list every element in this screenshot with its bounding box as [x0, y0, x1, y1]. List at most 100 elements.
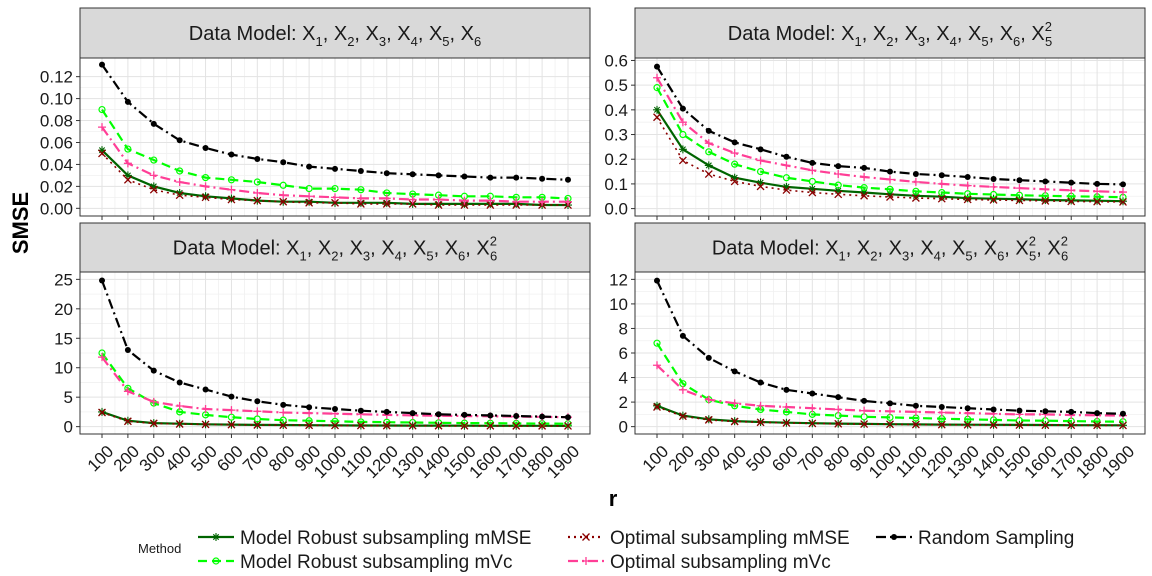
data-point — [409, 171, 416, 178]
data-point — [228, 151, 235, 158]
y-tick-label: 0.6 — [604, 51, 628, 70]
data-point — [461, 411, 468, 418]
data-point — [1041, 185, 1050, 194]
data-point — [512, 421, 521, 430]
data-point — [860, 191, 869, 200]
data-point — [253, 415, 261, 423]
data-point — [678, 145, 687, 154]
data-point — [99, 61, 106, 68]
data-point — [279, 408, 288, 417]
data-point — [564, 176, 571, 183]
data-point — [175, 177, 184, 186]
data-point — [678, 412, 687, 421]
data-point — [305, 192, 314, 201]
data-point — [331, 198, 339, 207]
data-point — [937, 192, 946, 201]
data-point — [279, 416, 287, 424]
data-point — [654, 277, 661, 284]
data-point — [654, 63, 661, 70]
data-point — [887, 168, 893, 175]
series-optimal-subsampling-mmse — [653, 403, 1127, 430]
data-point — [964, 173, 971, 180]
data-point — [513, 174, 520, 181]
series-optimal-subsampling-mmse — [98, 149, 572, 209]
data-point — [175, 188, 184, 197]
data-point — [279, 197, 288, 206]
data-point — [563, 197, 572, 206]
series-optimal-subsampling-mmse — [653, 113, 1127, 206]
data-point — [253, 178, 261, 186]
data-point — [653, 113, 661, 122]
y-axis-title: SMSE — [8, 192, 33, 254]
data-point — [653, 105, 662, 114]
series-optimal-subsampling-mvc — [653, 73, 1127, 197]
data-point — [989, 182, 998, 191]
data-point — [1093, 196, 1102, 205]
strip-title: Data Model: X1, X2, X3, X4, X5, X6, X2 6 — [173, 234, 497, 264]
data-point — [280, 401, 287, 408]
series-random-sampling — [654, 63, 1126, 188]
data-point — [538, 197, 547, 206]
data-point — [150, 120, 157, 127]
data-point — [938, 404, 945, 410]
series-random-sampling — [99, 277, 571, 421]
data-point — [678, 118, 687, 127]
data-point — [860, 184, 868, 192]
data-point — [538, 421, 547, 430]
data-point — [1093, 197, 1102, 206]
data-point — [227, 185, 236, 194]
data-point — [434, 421, 443, 430]
data-point — [305, 197, 314, 206]
data-point — [1067, 421, 1076, 430]
y-tick-label: 12 — [609, 270, 628, 289]
data-point — [539, 175, 546, 182]
data-point — [150, 156, 158, 164]
data-point — [704, 415, 713, 424]
data-point — [123, 171, 132, 180]
data-point — [357, 168, 364, 175]
data-point — [808, 404, 817, 413]
data-point — [731, 368, 738, 375]
data-point — [356, 199, 365, 208]
data-point — [228, 393, 235, 400]
data-point — [937, 179, 946, 188]
y-tick-label: 0.00 — [40, 199, 73, 218]
strip-title: Data Model: X1, X2, X3, X4, X5, X6 — [189, 23, 481, 49]
data-point — [653, 339, 661, 347]
panel-1: Data Model: X1, X2, X3, X4, X5, X6 0.00 0.… — [40, 7, 591, 220]
data-point — [886, 185, 894, 193]
data-point — [989, 190, 998, 199]
data-point — [937, 194, 946, 203]
data-point — [782, 182, 791, 191]
legend-entry-4: Optimal subsampling mVc — [568, 552, 831, 573]
data-point — [679, 105, 686, 112]
data-point — [653, 401, 662, 410]
strip-background — [79, 7, 591, 59]
data-point — [834, 419, 843, 428]
data-point — [99, 277, 106, 284]
data-point — [809, 159, 816, 166]
data-point — [227, 413, 236, 421]
data-point — [731, 139, 738, 146]
data-point — [782, 418, 791, 427]
data-point — [989, 195, 998, 204]
data-point — [434, 199, 443, 208]
data-point — [382, 199, 391, 208]
panel-2: Data Model: X1, X2, X3, X4, X5, X6, X2 5 0… — [604, 7, 1146, 220]
data-point — [123, 417, 132, 426]
data-point — [124, 98, 131, 105]
data-point — [356, 198, 365, 207]
data-point — [175, 402, 184, 411]
data-point — [756, 418, 765, 427]
data-point — [254, 155, 261, 162]
data-point — [98, 408, 106, 417]
legend-marker — [582, 557, 590, 565]
data-point — [175, 191, 184, 200]
data-point — [1094, 180, 1101, 187]
data-point — [435, 172, 442, 179]
data-point — [757, 146, 764, 153]
data-point — [486, 421, 495, 430]
series-random-sampling — [654, 277, 1126, 417]
data-point — [653, 73, 662, 82]
data-point — [1068, 408, 1075, 415]
